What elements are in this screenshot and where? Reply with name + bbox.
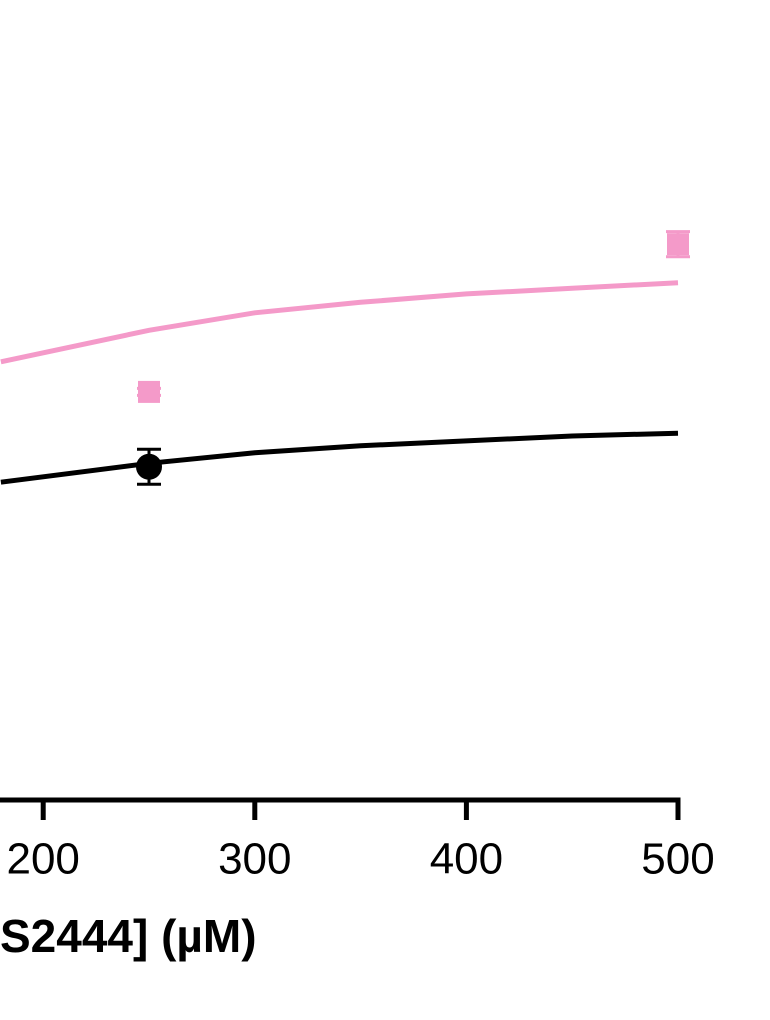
data-point — [667, 233, 689, 256]
x-tick-label: 500 — [641, 835, 714, 884]
x-tick-label: 300 — [218, 835, 291, 884]
x-tick-label: 400 — [430, 835, 503, 884]
fit-curve — [0, 280, 679, 365]
fit-curve — [0, 430, 679, 485]
x-tick-label: 200 — [6, 835, 79, 884]
x-axis-label: S2444] (µM) — [0, 910, 257, 962]
data-point — [136, 453, 162, 480]
data-point — [138, 380, 160, 403]
